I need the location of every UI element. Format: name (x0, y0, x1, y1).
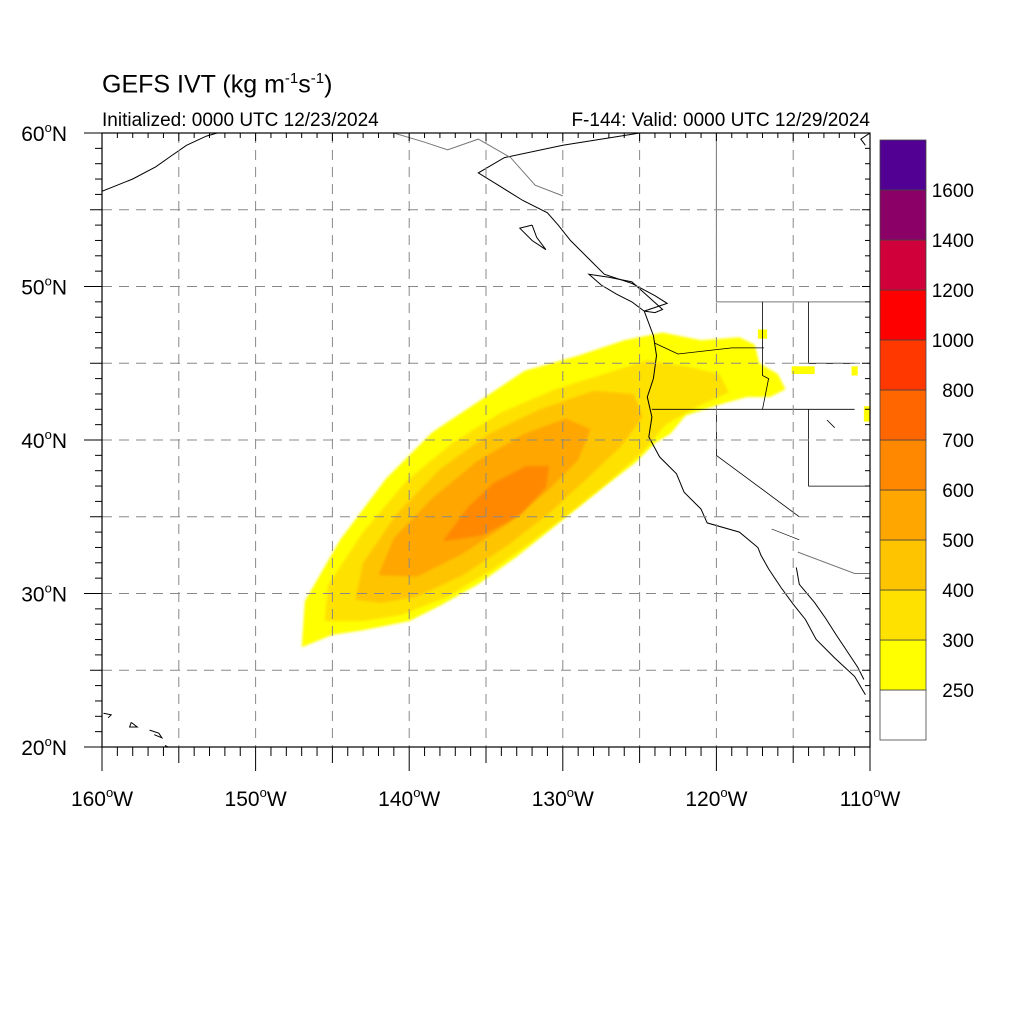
id-border (762, 301, 770, 410)
alaska-bc-border (393, 133, 563, 197)
hudson-edge (860, 133, 870, 146)
lon-label: 160oW (71, 785, 133, 811)
colorbar-swatch (879, 489, 927, 541)
colorbar-label: 1600 (932, 181, 974, 202)
great-salt-lake (826, 419, 835, 428)
initialized-label: Initialized: 0000 UTC 12/23/2024 (102, 110, 379, 131)
lon-label: 110oW (840, 785, 901, 811)
grid-lines (102, 133, 870, 747)
ivt-plume (301, 329, 870, 648)
wa-or-border (654, 342, 764, 355)
colorbar-label: 500 (942, 531, 974, 552)
ivt-patch (863, 406, 870, 422)
colorbar-label: 300 (942, 631, 974, 652)
colorbar-labels: 250 300 400 500 600 700 800 1000 1200 1400 1600 (932, 181, 974, 702)
colorbar-label: 400 (942, 581, 974, 602)
vancouver-island (587, 273, 664, 314)
colorbar (879, 139, 927, 741)
colorbar-swatch (879, 239, 927, 291)
alaska-peninsula (102, 133, 218, 192)
lon-label: 140oW (378, 785, 440, 811)
colorbar-swatch (879, 189, 927, 241)
colorbar-swatch (879, 689, 927, 741)
mexico-border (797, 551, 870, 574)
lon-label: 120oW (685, 785, 747, 811)
lat-label: 50oN (21, 274, 67, 300)
colorbar-swatch (879, 289, 927, 341)
colorbar-swatch (879, 639, 927, 691)
colorbar-label: 800 (942, 381, 974, 402)
ivt-band-600 (443, 466, 549, 542)
longitude-labels: 160oW 150oW 140oW 130oW 120oW 110oW (71, 785, 901, 811)
lon-label: 130oW (532, 785, 594, 811)
colorbar-swatch (879, 439, 927, 491)
colorbar-swatch (879, 139, 927, 191)
colorbar-label: 1400 (932, 231, 974, 252)
kauai (103, 712, 113, 719)
valid-time-label: F-144: Valid: 0000 UTC 12/29/2024 (571, 110, 870, 131)
lat-label: 60oN (21, 120, 67, 146)
axis-ticks (84, 132, 871, 771)
colorbar-label: 700 (942, 431, 974, 452)
ivt-patch (791, 366, 815, 374)
west-coastline (477, 133, 866, 696)
colorbar-swatch (879, 589, 927, 641)
colorbar-swatch (879, 539, 927, 591)
haida-gwaii (518, 224, 547, 251)
map-title: GEFS IVT (kg m-1s-1) (102, 70, 333, 99)
nv-ut-border (808, 409, 870, 487)
maui (149, 729, 164, 739)
colorbar-swatch (879, 389, 927, 441)
gulf-of-california (795, 567, 865, 680)
colorbar-label: 600 (942, 481, 974, 502)
colorbar-label: 1000 (932, 331, 974, 352)
colorbar-label: 1200 (932, 281, 974, 302)
latitude-labels: 60oN 50oN 40oN 30oN 20oN (21, 120, 67, 760)
lat-label: 40oN (21, 427, 67, 453)
colorbar-label: 250 (942, 681, 974, 702)
lon-label: 150oW (225, 785, 287, 811)
lat-label: 20oN (21, 734, 67, 760)
salton-region (771, 528, 800, 541)
colorbar-swatch (879, 339, 927, 391)
lat-label: 30oN (21, 581, 67, 607)
oahu (128, 722, 139, 728)
ivt-patch (851, 366, 858, 376)
